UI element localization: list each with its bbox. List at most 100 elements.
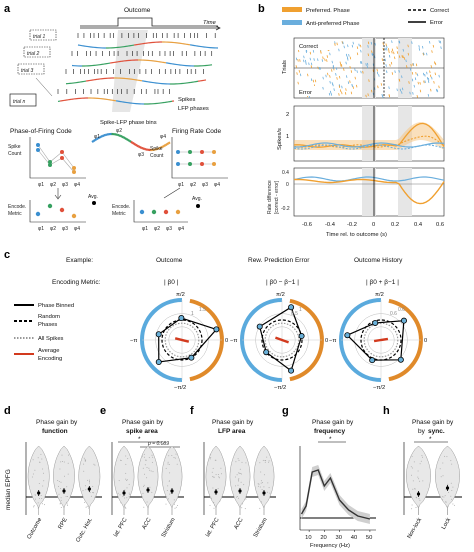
raster-tick [365,94,367,98]
violin-point [144,464,146,466]
angle-label-left: −π [329,338,336,344]
violin-point [245,498,247,500]
raster-tick [382,95,384,99]
phase-spike-count-1: Spike [8,144,21,150]
angle-label-left: −π [130,338,137,344]
raster-tick [426,52,428,56]
panel-label-e: e [100,405,106,417]
rate-spike-count-2: Count [150,153,164,159]
violin-point [85,506,87,508]
b-xtick-2: -0.4 [325,222,336,228]
raster-tick [309,57,311,61]
violin-point [148,457,150,459]
b-xtick-7: 0.6 [436,222,444,228]
violin-point [245,462,247,464]
violin-point [92,485,94,487]
raster-tick [322,56,324,60]
raster-tick [368,79,370,82]
trial-box-1 [29,29,57,41]
raster-tick [407,44,409,48]
panel-label-a: a [4,3,11,15]
violin-point [122,496,124,497]
violin-point [142,467,144,469]
angle-label-right: 0 [424,338,427,344]
diff-ytick-3: -0.2 [281,206,290,212]
violin-point [419,499,421,501]
violin-point [416,497,417,499]
violin-point [58,481,60,482]
violin-shape [435,445,460,515]
raster-tick [424,80,426,84]
violin-point [218,476,220,478]
violin-point [442,475,444,477]
pref-error-curve [293,122,445,148]
raster-tick [336,42,338,46]
raster-tick [329,90,332,94]
phase-binned-dot [288,304,295,311]
violin-point [269,492,271,494]
time-arrow [215,25,221,31]
raster-tick [330,93,333,96]
violin-point [241,461,243,463]
encoding-metric-label: Encoding Metric: [52,279,101,286]
diff-ytick-1: 0.4 [282,170,289,176]
violin-point [444,495,446,497]
raster-tick [413,84,415,88]
violin-point [415,507,417,508]
bins-wave-seg [128,139,132,143]
violin-point [34,498,36,500]
violin-point [44,504,45,506]
pc-dot-1 [35,211,41,217]
violin-point [146,467,148,468]
violin-point [37,502,39,504]
bins-wave-seg [99,135,102,139]
violin-category-label: Lock [441,517,452,531]
trial-box-2 [23,46,51,58]
violin-point [257,483,259,485]
violin-point [118,480,120,482]
median-dot [214,490,218,494]
raster-tick [382,47,384,51]
violin-point [441,496,443,498]
raster-tick [358,43,360,47]
f-title-1: Phase gain by [212,419,254,426]
raster-tick [430,65,432,68]
raster-tick [374,42,376,46]
violin-point [167,463,169,465]
rate-code-dot [200,150,204,154]
bins-wave-seg [94,138,98,142]
raster-correct-bg [296,40,330,50]
rc-avg-label: Avg. [192,196,202,202]
violin-point [89,492,91,494]
raster-tick [431,50,433,53]
raster-tick [396,51,399,54]
all-spikes-circle [164,322,200,358]
violin-point [125,455,127,457]
g-xlabel: Frequency (Hz) [310,543,350,549]
violin-point [239,473,241,474]
violin-point [237,496,239,497]
raster-tick [295,57,298,61]
raster-tick [388,54,391,58]
panel-f: Phase gain by LFP area lat. PFC ACC Striat… [203,419,276,539]
legend-random-1: Random [38,314,60,320]
violin-category-label: lat. PFC [205,517,221,538]
outcome-label: Outcome [124,7,151,14]
violin-shape [161,445,183,515]
phase-binned-dot [369,357,376,364]
raster-tick [350,70,353,73]
h-title-1: Phase gain by [412,419,454,426]
raster-tick [349,80,351,83]
raster-tick [342,41,344,45]
raster-tick [401,87,404,91]
panel-d: Phase gain by function Outcome RPE Outc. H… [25,419,102,543]
raster-tick [410,63,412,67]
metric-outcome: | β0 | [164,279,179,286]
violin-point [167,498,169,500]
violin-point [84,485,86,487]
phase-binned-dot [263,349,270,356]
raster-tick [401,55,403,58]
violin-point [169,493,171,495]
rate-ytick-2: 2 [286,112,289,118]
rc-encode-2: Metric [112,211,126,217]
